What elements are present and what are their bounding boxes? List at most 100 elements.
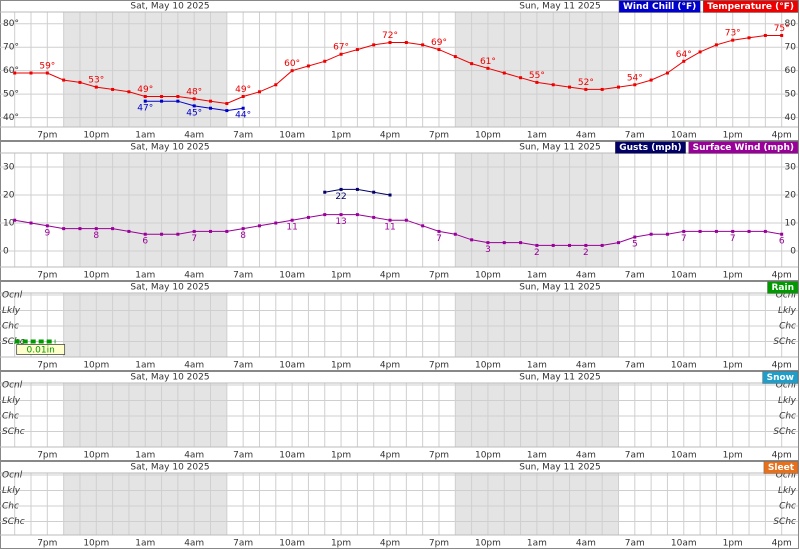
y-tick-label: Ocnl: [2, 291, 23, 301]
series-line: [14, 214, 782, 246]
x-tick-label: 1am: [135, 361, 155, 371]
day-label: Sun, May 11 2025: [519, 283, 601, 293]
y-tick-label-right: 80: [785, 19, 797, 29]
value-label: 45°: [186, 108, 202, 118]
x-tick-label: 10am: [279, 131, 305, 141]
y-tick-label-right: 60: [785, 66, 797, 76]
data-point: [633, 83, 637, 87]
y-tick-label: 40°: [3, 113, 19, 123]
legend-label: Temperature (°F): [707, 2, 794, 12]
data-point: [502, 241, 506, 245]
x-tick-label: 4am: [184, 271, 204, 281]
data-point: [486, 241, 490, 245]
x-tick-label: 7pm: [429, 539, 449, 549]
y-tick-label-right: Chc: [779, 322, 796, 332]
y-tick-label-right: Chc: [779, 412, 796, 422]
x-tick-label: 7am: [625, 451, 645, 461]
data-point: [127, 90, 131, 94]
data-point: [633, 235, 637, 239]
x-tick-label: 4pm: [772, 361, 792, 371]
data-point: [584, 243, 588, 247]
data-point: [502, 71, 506, 75]
value-label: 3: [485, 245, 491, 255]
data-point: [372, 43, 376, 47]
data-point: [290, 69, 294, 73]
legend-label: Sleet: [768, 463, 795, 473]
data-point: [225, 229, 229, 233]
x-tick-label: 7am: [233, 271, 253, 281]
x-tick-label: 7pm: [429, 361, 449, 371]
x-tick-label: 4pm: [380, 131, 400, 141]
value-label: 2: [534, 248, 540, 258]
x-tick-label: 10pm: [475, 131, 501, 141]
day-label: Sat, May 10 2025: [130, 2, 209, 12]
x-tick-label: 4am: [184, 361, 204, 371]
y-tick-label-right: Lkly: [778, 396, 797, 406]
y-tick-label-right: SChc: [773, 427, 796, 437]
data-point: [176, 99, 180, 103]
data-point: [486, 66, 490, 70]
x-tick-label: 7am: [233, 131, 253, 141]
data-point: [388, 41, 392, 45]
x-tick-label: 1pm: [723, 131, 743, 141]
x-tick-label: 4pm: [772, 539, 792, 549]
x-tick-label: 4am: [576, 451, 596, 461]
x-tick-label: 10pm: [83, 539, 109, 549]
value-label: 69°: [431, 38, 447, 48]
x-tick-label: 10am: [671, 271, 697, 281]
data-point: [551, 243, 555, 247]
data-point: [421, 224, 425, 228]
data-point: [274, 221, 278, 225]
value-label: 47°: [137, 104, 153, 114]
y-tick-label: 70°: [3, 43, 19, 53]
data-point: [94, 85, 98, 89]
y-tick-label: Lkly: [2, 486, 21, 496]
data-point: [404, 218, 408, 222]
data-point: [519, 76, 523, 80]
data-point: [568, 85, 572, 89]
day-label: Sat, May 10 2025: [130, 373, 209, 383]
x-tick-label: 1pm: [331, 271, 351, 281]
value-label: 8: [93, 231, 99, 241]
x-tick-label: 7pm: [37, 451, 57, 461]
x-tick-label: 1am: [135, 131, 155, 141]
data-point: [714, 229, 718, 233]
data-point: [616, 241, 620, 245]
x-tick-label: 10pm: [475, 361, 501, 371]
x-tick-label: 10pm: [475, 451, 501, 461]
data-point: [665, 71, 669, 75]
data-point: [176, 232, 180, 236]
data-point: [323, 213, 327, 217]
y-tick-label-right: Ocnl: [776, 381, 797, 391]
value-label: 55°: [529, 71, 545, 81]
y-tick-label: SChc: [2, 427, 25, 437]
y-tick-label-right: SChc: [773, 337, 796, 347]
data-point: [372, 190, 376, 194]
x-tick-label: 4am: [184, 451, 204, 461]
day-label: Sat, May 10 2025: [130, 283, 209, 293]
x-tick-label: 10am: [671, 131, 697, 141]
data-point: [747, 36, 751, 40]
data-point: [160, 94, 164, 98]
value-label: 7: [681, 234, 687, 244]
y-tick-label: SChc: [2, 337, 25, 347]
x-tick-label: 7am: [625, 361, 645, 371]
x-tick-label: 1am: [527, 539, 547, 549]
value-label: 7: [730, 234, 736, 244]
x-tick-label: 10am: [671, 539, 697, 549]
data-point: [355, 187, 359, 191]
y-tick-label: Chc: [2, 322, 19, 332]
x-tick-label: 1pm: [331, 361, 351, 371]
value-label: 9: [44, 228, 50, 238]
data-point: [535, 80, 539, 84]
x-tick-label: 4am: [576, 271, 596, 281]
y-tick-label-right: Ocnl: [776, 291, 797, 301]
data-point: [551, 83, 555, 87]
x-tick-label: 4am: [576, 361, 596, 371]
y-tick-label-right: 50: [785, 90, 797, 100]
y-tick-label: 20: [3, 191, 15, 201]
day-label: Sat, May 10 2025: [130, 143, 209, 153]
x-tick-label: 10am: [671, 361, 697, 371]
value-label: 49°: [137, 85, 153, 95]
value-label: 72°: [382, 31, 398, 41]
